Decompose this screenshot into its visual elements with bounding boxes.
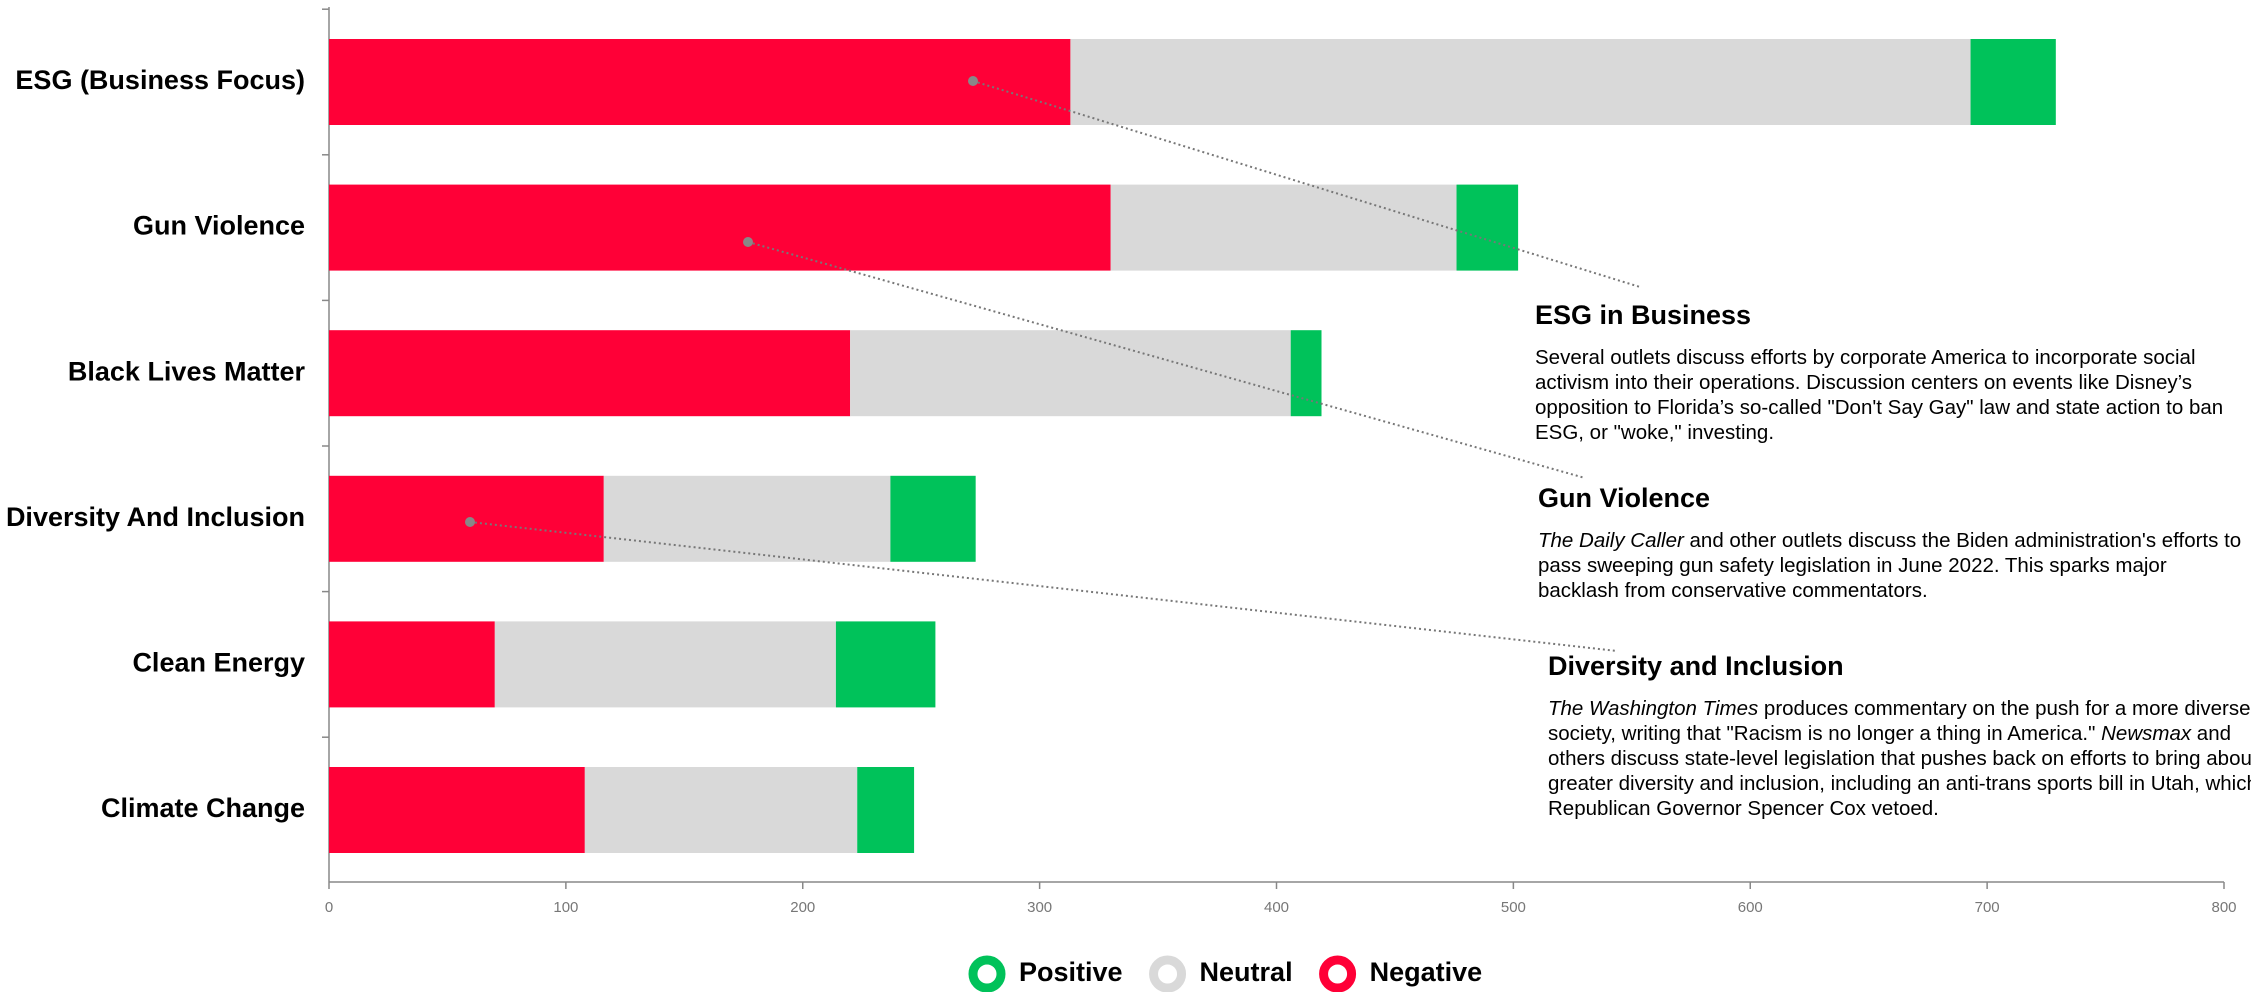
bar-segment bbox=[1970, 39, 2056, 125]
legend-swatch bbox=[1149, 955, 1187, 992]
bar-segment bbox=[1070, 39, 1971, 125]
bar-segment bbox=[857, 767, 915, 853]
bar-segment bbox=[603, 475, 891, 562]
category-label: Clean Energy bbox=[132, 648, 305, 678]
x-tick-label: 200 bbox=[790, 899, 815, 916]
annotation-body: Several outlets discuss efforts by corpo… bbox=[1535, 345, 2250, 445]
annotation-title: ESG in Business bbox=[1535, 300, 1752, 330]
bar-segment bbox=[890, 475, 976, 562]
category-label: Black Lives Matter bbox=[68, 356, 306, 386]
annotation-body: The Daily Caller and other outlets discu… bbox=[1538, 528, 2251, 603]
annotation-title: Gun Violence bbox=[1538, 483, 1711, 513]
x-tick-label: 600 bbox=[1738, 899, 1763, 916]
leader-line bbox=[972, 80, 1641, 288]
leader-line bbox=[469, 521, 1618, 652]
category-label: Climate Change bbox=[101, 793, 305, 823]
annotation-text: The Daily Caller bbox=[1538, 529, 1684, 552]
x-tick-label: 400 bbox=[1264, 899, 1289, 916]
leader-dot bbox=[465, 517, 475, 527]
bar-segment bbox=[329, 621, 495, 708]
annotation-title: Diversity and Inclusion bbox=[1548, 651, 1844, 681]
bar-segment bbox=[329, 330, 851, 417]
annotation: Gun Violence The Daily Caller and other o… bbox=[1538, 483, 2251, 603]
bar-segment bbox=[329, 767, 585, 853]
legend-label: Neutral bbox=[1200, 957, 1293, 987]
x-tick-label: 300 bbox=[1027, 899, 1052, 916]
bar-segment bbox=[850, 330, 1291, 417]
bar-segment bbox=[329, 39, 1071, 125]
leader-dot bbox=[743, 237, 753, 247]
x-tick-label: 100 bbox=[553, 899, 578, 916]
annotation-body: The Washington Times produces commentary… bbox=[1548, 696, 2251, 821]
legend-label: Positive bbox=[1019, 957, 1123, 987]
bar-segment bbox=[835, 621, 936, 708]
bar-segment bbox=[329, 184, 1111, 271]
x-tick-label: 800 bbox=[2211, 899, 2236, 916]
legend-swatch bbox=[1319, 955, 1357, 992]
legend-label: Negative bbox=[1370, 957, 1483, 987]
x-tick-label: 700 bbox=[1975, 899, 2000, 916]
legend-swatch bbox=[968, 955, 1006, 992]
bar-segment bbox=[1110, 184, 1457, 271]
annotation: ESG in Business Several outlets discuss e… bbox=[1535, 300, 2250, 445]
bar-segment bbox=[584, 767, 858, 853]
x-tick-label: 0 bbox=[325, 899, 333, 916]
annotation: Diversity and Inclusion The Washington Ti… bbox=[1548, 651, 2251, 821]
annotation-text: Newsmax bbox=[2101, 722, 2192, 745]
annotation-text: and other outlets discuss the Biden admi… bbox=[1538, 529, 2242, 602]
category-label: ESG (Business Focus) bbox=[15, 65, 305, 95]
annotation-text: The Washington Times bbox=[1548, 697, 1759, 720]
annotation-text: Several outlets discuss efforts by corpo… bbox=[1535, 346, 2224, 444]
annotation-text: produces commentary on the push for a mo… bbox=[1548, 697, 2251, 745]
leader-dot bbox=[968, 76, 978, 86]
category-label: Gun Violence bbox=[133, 211, 305, 241]
annotation-text: and others discuss state-level legislati… bbox=[1548, 722, 2251, 820]
category-label: Diversity And Inclusion bbox=[6, 502, 305, 532]
bar-segment bbox=[1456, 184, 1519, 271]
x-tick-label: 500 bbox=[1501, 899, 1526, 916]
bar-segment bbox=[494, 621, 836, 708]
